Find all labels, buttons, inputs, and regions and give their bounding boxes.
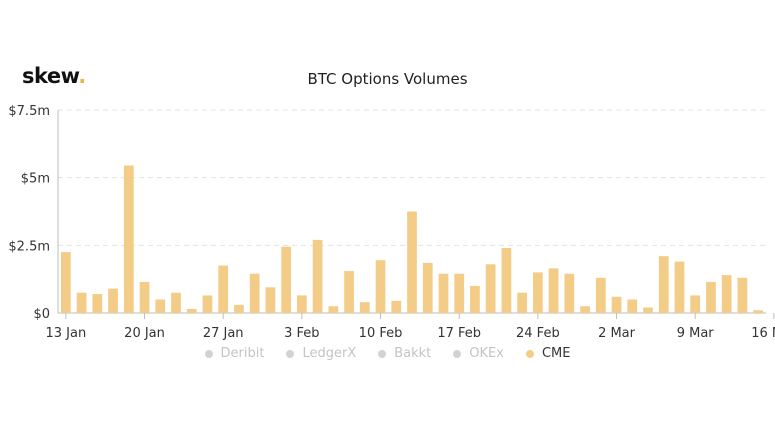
legend-marker-icon <box>378 349 387 358</box>
bar <box>721 275 732 313</box>
bar <box>108 288 118 313</box>
bar <box>123 165 134 313</box>
bar <box>407 211 417 313</box>
bar <box>753 310 764 313</box>
bar <box>265 287 276 313</box>
bar <box>485 264 496 313</box>
bar <box>171 292 181 313</box>
legend-label: LedgerX <box>302 346 357 361</box>
y-tick-label: $7.5m <box>8 104 50 119</box>
y-tick-label: $0 <box>33 307 50 322</box>
brand-logo: skew. <box>22 64 86 88</box>
x-tick-label: 17 Feb <box>437 326 481 341</box>
legend-item-okex[interactable]: OKEx <box>453 346 504 361</box>
bar <box>438 273 449 313</box>
y-tick-label: $2.5m <box>8 239 50 254</box>
bar <box>312 239 323 313</box>
bar <box>344 271 354 313</box>
bar <box>60 252 71 313</box>
x-tick-label: 24 Feb <box>516 326 560 341</box>
x-tick-label: 3 Feb <box>284 326 319 341</box>
bar <box>218 265 229 313</box>
bar <box>580 306 590 313</box>
bar <box>359 302 370 313</box>
x-tick-label: 10 Feb <box>359 326 403 341</box>
legend-item-ledgerx[interactable]: LedgerX <box>286 346 356 361</box>
bar <box>501 248 512 313</box>
bar <box>611 296 622 313</box>
legend-marker-icon <box>525 349 534 358</box>
bar <box>674 261 685 313</box>
bar <box>249 273 260 313</box>
legend-label: OKEx <box>469 346 504 361</box>
bar <box>470 285 480 313</box>
chart-legend: Deribit LedgerX Bakkt OKEx CME <box>0 346 775 361</box>
x-tick-label: 13 Jan <box>46 326 87 341</box>
bar <box>706 281 716 313</box>
bar <box>454 273 465 313</box>
bar <box>186 308 197 313</box>
bar <box>391 300 402 313</box>
bar <box>328 306 339 313</box>
bar <box>281 246 292 313</box>
bar <box>139 281 150 313</box>
legend-label: Deribit <box>220 346 265 361</box>
bar <box>658 256 669 313</box>
bar <box>202 295 213 313</box>
chart-title: BTC Options Volumes <box>307 70 468 88</box>
x-tick-label: 2 Mar <box>598 326 636 341</box>
bar <box>564 273 575 313</box>
bar <box>737 277 748 313</box>
legend-label: CME <box>541 346 571 361</box>
bar <box>92 294 103 313</box>
bar <box>548 268 559 313</box>
legend-item-deribit[interactable]: Deribit <box>204 346 265 361</box>
legend-label: Bakkt <box>394 346 432 361</box>
bar <box>532 272 543 313</box>
bar <box>234 304 244 313</box>
bar <box>643 307 653 313</box>
bar <box>76 292 87 313</box>
legend-marker-icon <box>286 349 295 358</box>
x-tick-label: 20 Jan <box>124 326 165 341</box>
x-tick-label: 9 Mar <box>677 326 715 341</box>
brand-name: skew <box>22 64 79 88</box>
brand-dot: . <box>78 64 86 88</box>
y-tick-label: $5m <box>21 172 50 187</box>
x-tick-label: 27 Jan <box>203 326 244 341</box>
bar <box>690 295 701 313</box>
legend-item-bakkt[interactable]: Bakkt <box>378 346 431 361</box>
bar <box>155 299 166 313</box>
bar <box>595 277 606 313</box>
legend-item-cme[interactable]: CME <box>525 346 571 361</box>
bar <box>422 262 433 313</box>
x-tick-label: 16 Mar <box>751 326 775 341</box>
bar <box>517 292 528 313</box>
legend-marker-icon <box>204 349 213 358</box>
bar <box>627 299 638 313</box>
legend-marker-icon <box>453 349 462 358</box>
bar <box>296 295 307 313</box>
bar <box>375 260 386 313</box>
